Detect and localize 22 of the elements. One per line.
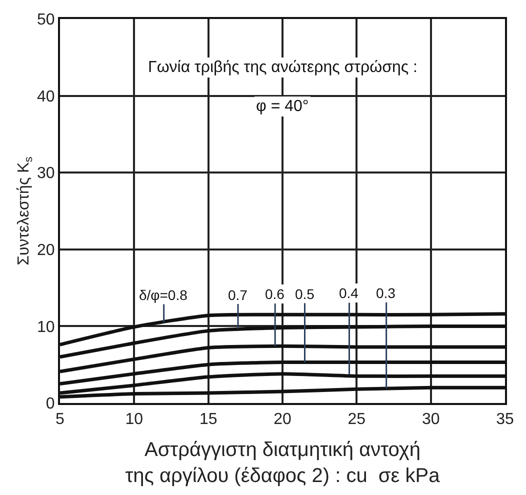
annotation: 0.6 (265, 286, 285, 302)
annotation: φ = 40° (256, 98, 309, 115)
y-tick-label: 50 (37, 12, 55, 29)
annotation: Γωνία τριβής της ανώτερης στρώσης : (148, 59, 418, 76)
x-tick-label: 15 (199, 411, 218, 428)
annotation: 0.5 (295, 286, 315, 302)
y-tick-label: 0 (46, 396, 55, 413)
annotation: δ/φ=0.8 (139, 287, 188, 303)
x-tick-label: 10 (125, 411, 144, 428)
x-tick-label: 5 (56, 411, 65, 428)
y-tick-label: 40 (37, 88, 55, 106)
x-tick-label: 20 (274, 411, 292, 428)
y-tick-label: 20 (37, 242, 55, 259)
annotation: 0.3 (376, 285, 396, 301)
x-axis-title: Αστράγγιστη διατμητική αντοχή της αργίλου (έδαφος 2) : cu σε kPa (125, 439, 441, 488)
x-tick-label: 30 (422, 411, 440, 428)
annotation: 0.4 (339, 285, 359, 301)
y-tick-label: 30 (37, 165, 55, 182)
x-tick-label: 25 (348, 411, 366, 428)
x-tick-label: 35 (496, 411, 514, 428)
annotation: 0.7 (228, 287, 248, 303)
y-tick-label: 10 (37, 318, 55, 336)
